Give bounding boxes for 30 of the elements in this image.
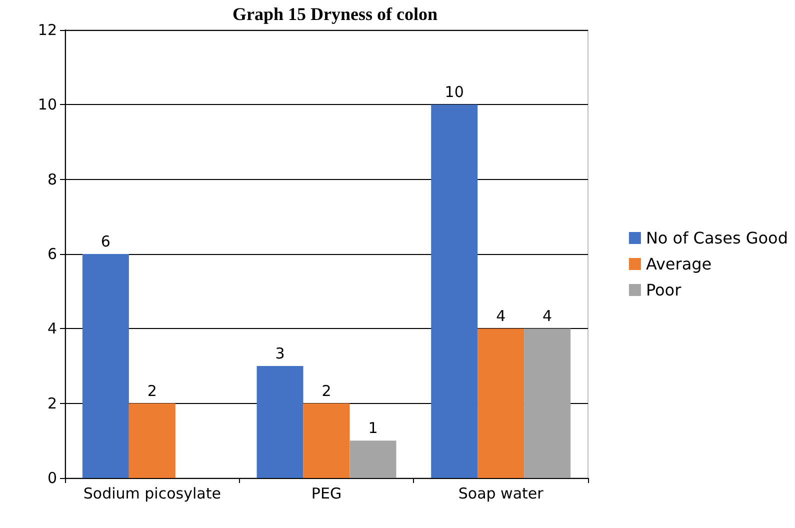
bar bbox=[478, 328, 524, 478]
bar bbox=[524, 328, 571, 478]
data-label: 1 bbox=[368, 419, 378, 438]
y-tick-label: 12 bbox=[38, 21, 57, 39]
y-tick-label: 4 bbox=[47, 320, 57, 338]
x-tick-label: PEG bbox=[311, 484, 342, 502]
data-label: 3 bbox=[275, 344, 285, 362]
data-label: 2 bbox=[322, 382, 332, 400]
x-tick-label: Sodium picosylate bbox=[83, 484, 221, 502]
bar bbox=[431, 104, 478, 478]
bar bbox=[82, 254, 129, 478]
bar bbox=[303, 403, 350, 478]
data-label: 4 bbox=[496, 307, 506, 326]
x-tick-label: Soap water bbox=[458, 484, 544, 502]
bar bbox=[256, 366, 304, 478]
data-label: 2 bbox=[147, 382, 157, 400]
y-tick-label: 10 bbox=[38, 96, 57, 114]
bar bbox=[128, 403, 176, 478]
data-label: 6 bbox=[100, 232, 110, 250]
data-label: 4 bbox=[542, 307, 552, 326]
bar bbox=[350, 440, 396, 478]
y-tick-label: 0 bbox=[47, 469, 57, 487]
y-tick-label: 8 bbox=[47, 170, 57, 188]
legend-label: No of Cases Good bbox=[646, 228, 788, 248]
data-label: 10 bbox=[444, 83, 464, 102]
y-tick-label: 2 bbox=[47, 394, 57, 412]
legend-label: Average bbox=[646, 254, 712, 274]
legend-label: Poor bbox=[646, 280, 682, 300]
chart-title: Graph 15 Dryness of colon bbox=[232, 4, 438, 24]
y-tick-label: 6 bbox=[47, 245, 57, 263]
